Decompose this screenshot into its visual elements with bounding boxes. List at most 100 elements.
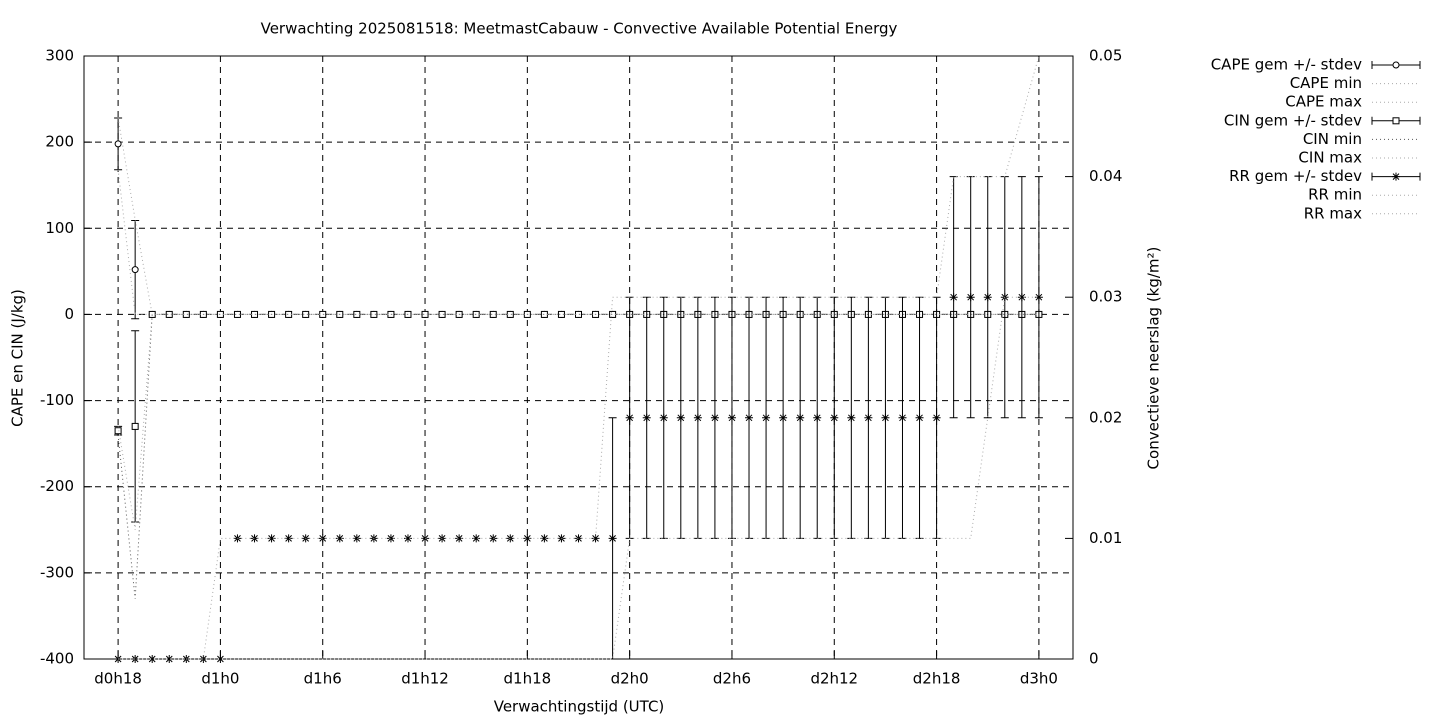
point	[625, 413, 634, 422]
y-tick-label: -400	[40, 650, 74, 668]
y-tick-label: -300	[40, 563, 74, 581]
point	[267, 534, 276, 543]
point	[779, 413, 788, 422]
point	[932, 413, 941, 422]
point	[813, 413, 822, 422]
x-tick-label: d1h0	[201, 670, 239, 688]
point	[285, 310, 293, 318]
legend-label: CIN gem +/- stdev	[1224, 111, 1362, 129]
point	[131, 655, 140, 663]
point	[830, 413, 839, 422]
legend-label: CAPE min	[1290, 74, 1362, 92]
point	[727, 413, 736, 422]
point	[421, 534, 430, 543]
point	[114, 140, 122, 148]
point	[898, 413, 907, 422]
legend-label: CIN min	[1303, 130, 1362, 148]
point	[523, 534, 532, 543]
series	[118, 296, 1039, 660]
point	[251, 310, 259, 318]
y2-tick-label: 0	[1089, 650, 1099, 668]
point	[114, 427, 122, 435]
x-tick-label: d1h18	[504, 670, 552, 688]
y2-tick-label: 0.05	[1089, 47, 1122, 65]
point	[609, 310, 617, 318]
point	[676, 413, 685, 422]
point	[847, 413, 856, 422]
y2-axis-label: Convectieve neerslag (kg/m²)	[1145, 247, 1163, 470]
point	[881, 413, 890, 422]
series	[114, 176, 1043, 663]
point	[608, 534, 617, 543]
y-tick-label: 0	[64, 305, 74, 323]
point	[591, 534, 600, 543]
x-tick-label: d2h0	[611, 670, 649, 688]
legend-label: RR min	[1308, 186, 1362, 204]
point	[949, 293, 958, 302]
legend-label: RR gem +/- stdev	[1229, 167, 1362, 185]
point	[114, 655, 123, 663]
series	[118, 55, 1040, 660]
point	[915, 413, 924, 422]
point	[233, 310, 241, 318]
y2-tick-label: 0.03	[1089, 288, 1122, 306]
x-tick-label: d1h12	[401, 670, 449, 688]
plot-frame	[83, 55, 1074, 660]
legend-label: CIN max	[1298, 149, 1362, 167]
legend-label: CAPE gem +/- stdev	[1211, 56, 1362, 74]
point	[302, 310, 310, 318]
point	[796, 413, 805, 422]
x-tick-label: d1h6	[304, 670, 342, 688]
legend-label: CAPE max	[1285, 93, 1362, 111]
point	[540, 534, 549, 543]
range-line	[117, 117, 1039, 315]
point	[148, 655, 157, 663]
y2-tick-label: 0.01	[1089, 529, 1122, 547]
point	[216, 655, 225, 663]
y2-tick-label: 0.04	[1089, 167, 1122, 185]
y-tick-label: -200	[40, 477, 74, 495]
point	[403, 534, 412, 543]
point	[319, 310, 327, 318]
series	[117, 169, 1039, 315]
y2-tick-label: 0.02	[1089, 408, 1122, 426]
point	[489, 534, 498, 543]
point	[165, 655, 174, 663]
series	[114, 117, 1043, 320]
range-line	[117, 313, 1039, 599]
point	[199, 655, 208, 663]
point	[864, 413, 873, 422]
legend-marker	[1392, 117, 1400, 125]
point	[352, 534, 361, 543]
point	[216, 310, 224, 318]
y-tick-label: -100	[40, 391, 74, 409]
point	[318, 534, 327, 543]
point	[131, 266, 139, 274]
point	[1034, 293, 1043, 302]
point	[455, 534, 464, 543]
point	[642, 413, 651, 422]
point	[762, 413, 771, 422]
x-tick-label: d2h12	[810, 670, 858, 688]
series	[117, 313, 1039, 599]
point	[557, 310, 565, 318]
point	[1017, 293, 1026, 302]
range-line	[117, 169, 1039, 315]
chart-title: Verwachting 2025081518: MeetmastCabauw -…	[261, 20, 898, 38]
y-tick-label: 300	[45, 47, 74, 65]
x-tick-label: d2h18	[913, 670, 961, 688]
range-line	[118, 55, 1040, 660]
x-axis-label: Verwachtingstijd (UTC)	[494, 698, 665, 716]
x-tick-label: d0h18	[94, 670, 142, 688]
range-line	[117, 313, 1039, 530]
point	[745, 413, 754, 422]
x-tick-label: d3h0	[1020, 670, 1058, 688]
legend-label: RR max	[1304, 204, 1362, 222]
point	[335, 534, 344, 543]
legend-marker	[1392, 61, 1400, 69]
point	[966, 293, 975, 302]
point	[386, 534, 395, 543]
point	[710, 413, 719, 422]
series	[117, 313, 1039, 530]
